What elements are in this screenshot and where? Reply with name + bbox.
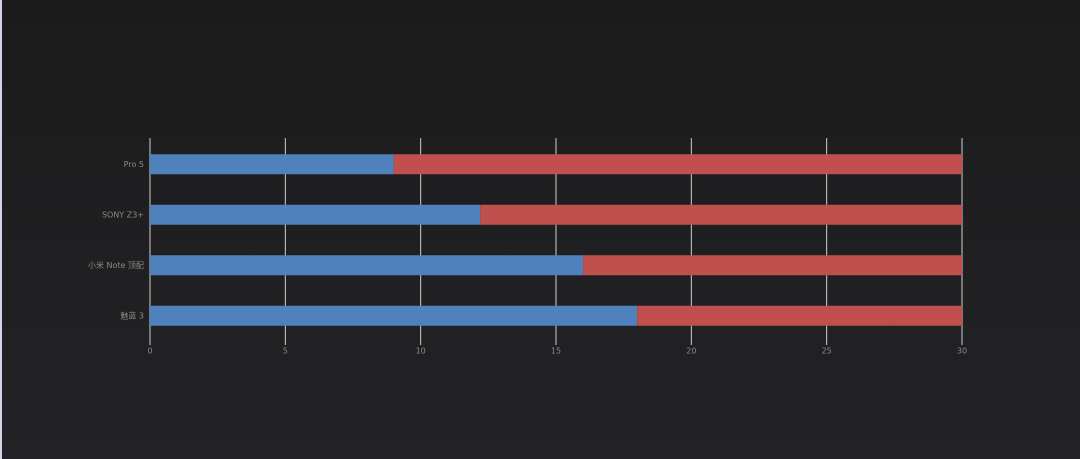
bar-segment: [393, 154, 963, 175]
x-tick-label: 25: [822, 347, 832, 356]
x-tick-label: 10: [416, 347, 426, 356]
bar-segment: [637, 305, 962, 326]
x-tick-label: 15: [551, 347, 561, 356]
x-tick-label: 0: [147, 347, 152, 356]
bar-segment: [150, 305, 638, 326]
bar-segment: [150, 204, 481, 225]
y-tick-label: 小米 Note 顶配: [88, 260, 144, 270]
bar-segment: [480, 204, 962, 225]
y-tick-label: Pro 5: [124, 160, 144, 169]
bar-segment: [150, 154, 394, 175]
bar-segment: [150, 255, 584, 276]
x-tick-label: 5: [283, 347, 288, 356]
y-tick-label: 魅蓝 3: [120, 310, 144, 320]
y-tick-label: SONY Z3+: [102, 210, 144, 219]
left-edge: [0, 0, 2, 459]
x-tick-label: 30: [957, 347, 967, 356]
x-tick-label: 20: [686, 347, 696, 356]
bar-segment: [583, 255, 962, 276]
